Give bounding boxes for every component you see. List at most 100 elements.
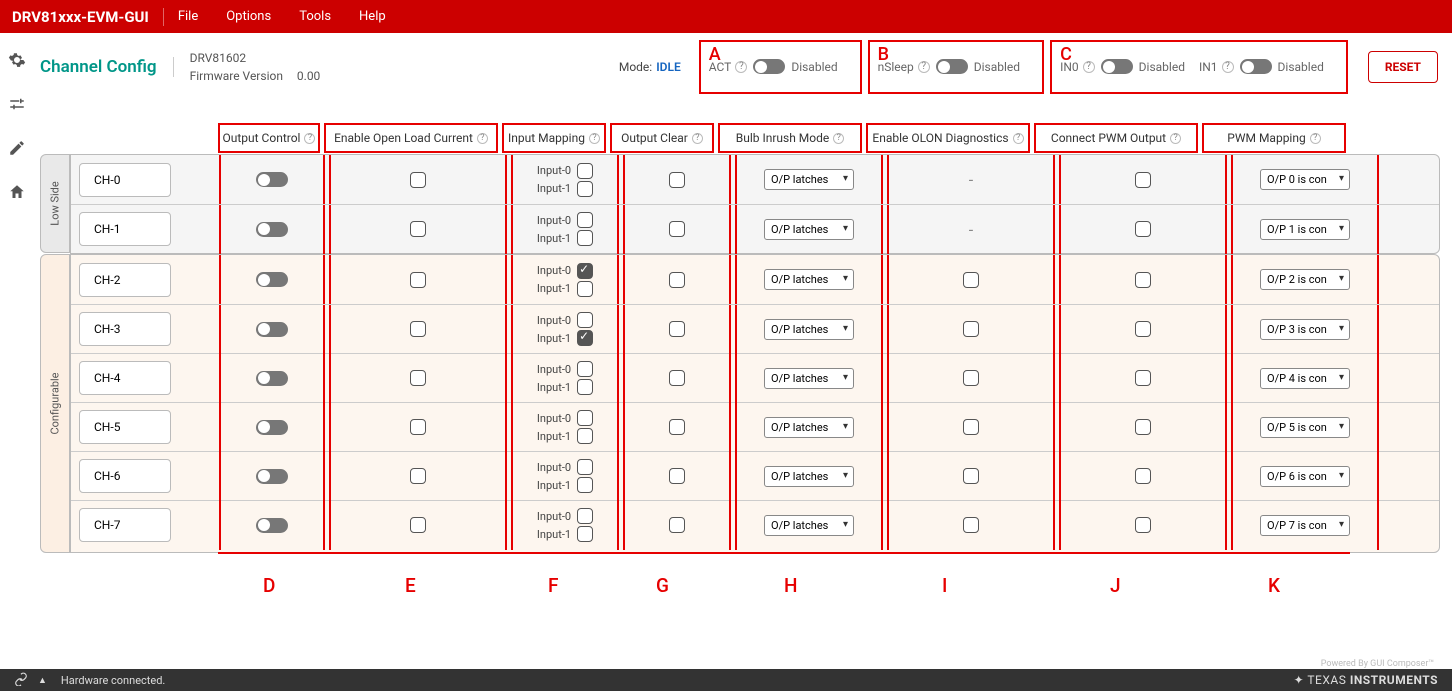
input-1-checkbox[interactable] [577, 181, 593, 197]
output-control-toggle[interactable] [256, 518, 288, 533]
input-0-checkbox[interactable] [577, 459, 593, 475]
input-0-checkbox[interactable] [577, 163, 593, 179]
output-clear-checkbox[interactable] [669, 419, 685, 435]
output-control-toggle[interactable] [256, 469, 288, 484]
pwm-mapping-select[interactable]: O/P 7 is con [1260, 515, 1350, 536]
pwm-mapping-select[interactable]: O/P 2 is con [1260, 269, 1350, 290]
olon-checkbox[interactable] [963, 272, 979, 288]
callout-letter: C [1060, 44, 1072, 65]
help-icon[interactable]: ? [833, 133, 844, 144]
input-1-checkbox[interactable] [577, 428, 593, 444]
output-control-toggle[interactable] [256, 222, 288, 237]
help-icon[interactable]: ? [304, 133, 315, 144]
pwm-mapping-select[interactable]: O/P 5 is con [1260, 417, 1350, 438]
connect-pwm-checkbox[interactable] [1135, 517, 1151, 533]
expand-icon[interactable]: ▲ [38, 675, 47, 686]
olon-checkbox[interactable] [963, 517, 979, 533]
sliders-icon[interactable] [8, 95, 26, 117]
bulb-inrush-select[interactable]: O/P latches [764, 219, 854, 240]
help-icon[interactable]: ? [1083, 61, 1095, 73]
bulb-inrush-select[interactable]: O/P latches [764, 319, 854, 340]
help-icon[interactable]: ? [692, 133, 703, 144]
enable-olc-checkbox[interactable] [410, 468, 426, 484]
output-control-toggle[interactable] [256, 322, 288, 337]
input-0-checkbox[interactable] [577, 312, 593, 328]
gear-icon[interactable] [8, 51, 26, 73]
footer-credit: Powered By GUI Composer™ [1321, 659, 1434, 669]
col-header-label: Connect PWM Output [1051, 131, 1166, 145]
pwm-mapping-select[interactable]: O/P 1 is con [1260, 219, 1350, 240]
output-clear-checkbox[interactable] [669, 468, 685, 484]
help-icon[interactable]: ? [1222, 61, 1234, 73]
output-clear-checkbox[interactable] [669, 517, 685, 533]
connect-pwm-checkbox[interactable] [1135, 468, 1151, 484]
enable-olc-checkbox[interactable] [410, 517, 426, 533]
menu-help[interactable]: Help [359, 9, 386, 24]
pwm-mapping-select[interactable]: O/P 6 is con [1260, 466, 1350, 487]
menu-file[interactable]: File [178, 9, 198, 24]
help-icon[interactable]: ? [1013, 133, 1024, 144]
input-1-checkbox[interactable] [577, 330, 593, 346]
pwm-mapping-select[interactable]: O/P 0 is con [1260, 169, 1350, 190]
enable-olc-checkbox[interactable] [410, 321, 426, 337]
bulb-inrush-select[interactable]: O/P latches [764, 417, 854, 438]
enable-olc-checkbox[interactable] [410, 172, 426, 188]
olon-checkbox[interactable] [963, 468, 979, 484]
input-1-checkbox[interactable] [577, 230, 593, 246]
pencil-icon[interactable] [8, 139, 26, 161]
in1-toggle[interactable] [1240, 59, 1272, 74]
output-control-toggle[interactable] [256, 371, 288, 386]
connect-pwm-checkbox[interactable] [1135, 272, 1151, 288]
olon-checkbox[interactable] [963, 419, 979, 435]
menu-tools[interactable]: Tools [299, 9, 331, 24]
output-control-toggle[interactable] [256, 272, 288, 287]
input-1-checkbox[interactable] [577, 477, 593, 493]
help-icon[interactable]: ? [1170, 133, 1181, 144]
input-0-checkbox[interactable] [577, 410, 593, 426]
olon-checkbox[interactable] [963, 370, 979, 386]
input-1-checkbox[interactable] [577, 379, 593, 395]
connect-pwm-checkbox[interactable] [1135, 221, 1151, 237]
connect-pwm-checkbox[interactable] [1135, 419, 1151, 435]
bulb-inrush-select[interactable]: O/P latches [764, 368, 854, 389]
output-clear-checkbox[interactable] [669, 321, 685, 337]
output-clear-checkbox[interactable] [669, 172, 685, 188]
input-0-checkbox[interactable] [577, 361, 593, 377]
help-icon[interactable]: ? [735, 61, 747, 73]
column-callout: G [656, 574, 669, 597]
enable-olc-checkbox[interactable] [410, 221, 426, 237]
enable-olc-checkbox[interactable] [410, 419, 426, 435]
in0-toggle[interactable] [1101, 59, 1133, 74]
input-1-checkbox[interactable] [577, 281, 593, 297]
input-1-checkbox[interactable] [577, 526, 593, 542]
enable-olc-checkbox[interactable] [410, 272, 426, 288]
pwm-mapping-select[interactable]: O/P 3 is con [1260, 319, 1350, 340]
olon-checkbox[interactable] [963, 321, 979, 337]
help-icon[interactable]: ? [589, 133, 600, 144]
bulb-inrush-select[interactable]: O/P latches [764, 269, 854, 290]
output-clear-checkbox[interactable] [669, 221, 685, 237]
bulb-inrush-select[interactable]: O/P latches [764, 515, 854, 536]
help-icon[interactable]: ? [918, 61, 930, 73]
input-0-checkbox[interactable] [577, 212, 593, 228]
output-control-toggle[interactable] [256, 172, 288, 187]
help-icon[interactable]: ? [1310, 133, 1321, 144]
output-clear-checkbox[interactable] [669, 272, 685, 288]
enable-olc-checkbox[interactable] [410, 370, 426, 386]
input-0-checkbox[interactable] [577, 263, 593, 279]
input-0-checkbox[interactable] [577, 508, 593, 524]
output-control-toggle[interactable] [256, 420, 288, 435]
reset-button[interactable]: RESET [1368, 51, 1438, 83]
menu-options[interactable]: Options [226, 9, 271, 24]
pwm-mapping-select[interactable]: O/P 4 is con [1260, 368, 1350, 389]
home-icon[interactable] [8, 183, 26, 205]
connect-pwm-checkbox[interactable] [1135, 172, 1151, 188]
connect-pwm-checkbox[interactable] [1135, 321, 1151, 337]
connect-pwm-checkbox[interactable] [1135, 370, 1151, 386]
nsleep-toggle[interactable] [936, 59, 968, 74]
bulb-inrush-select[interactable]: O/P latches [764, 169, 854, 190]
help-icon[interactable]: ? [477, 133, 488, 144]
act-toggle[interactable] [753, 59, 785, 74]
bulb-inrush-select[interactable]: O/P latches [764, 466, 854, 487]
output-clear-checkbox[interactable] [669, 370, 685, 386]
